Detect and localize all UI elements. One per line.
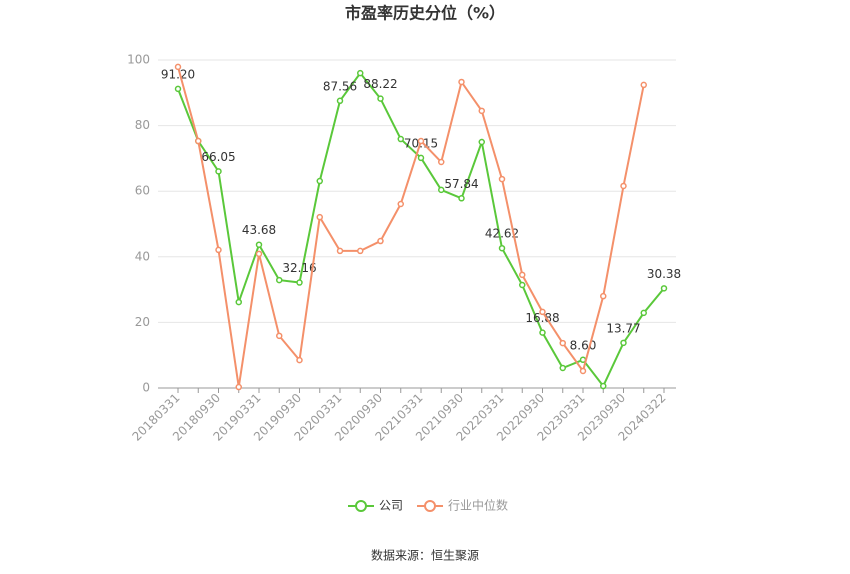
data-point [458, 195, 465, 202]
data-label: 32.16 [282, 261, 316, 275]
data-point [600, 382, 607, 390]
data-point [296, 356, 303, 364]
data-point [519, 281, 526, 289]
data-point [255, 250, 263, 258]
data-point [174, 63, 182, 71]
data-point [357, 247, 364, 255]
legend-label: 公司 [379, 499, 403, 513]
data-point [559, 339, 566, 347]
data-label: 13.77 [606, 321, 640, 335]
data-label: 87.56 [323, 79, 357, 93]
legend-label: 行业中位数 [448, 498, 508, 513]
source: 数据来源：恒生聚源 [371, 548, 479, 563]
data-point [357, 69, 364, 77]
data-point [316, 213, 323, 221]
data-point [377, 95, 384, 102]
y-tick-label: 20 [135, 315, 150, 329]
data-point [397, 135, 404, 143]
data-label: 57.84 [444, 177, 478, 191]
legend-item[interactable]: 行业中位数 [417, 498, 508, 513]
data-point [276, 276, 283, 284]
data-point [559, 364, 566, 372]
data-point [640, 309, 647, 317]
data-point [336, 247, 344, 255]
legend-item[interactable]: 公司 [348, 499, 403, 513]
data-point [620, 182, 627, 190]
data-point [276, 332, 283, 340]
data-point [417, 154, 425, 162]
data-point [498, 244, 506, 252]
chart-title: 市盈率历史分位（%） [345, 4, 505, 23]
data-point [255, 241, 263, 248]
data-label: 30.38 [647, 267, 681, 281]
data-label: 43.68 [242, 223, 276, 237]
data-point [397, 200, 404, 208]
data-point [478, 107, 485, 115]
data-point [640, 81, 647, 89]
y-tick-label: 40 [135, 249, 150, 263]
data-point [195, 137, 202, 145]
legend-marker [355, 500, 367, 512]
y-tick-label: 100 [127, 53, 150, 67]
data-point [519, 271, 526, 279]
data-label: 8.60 [570, 338, 597, 352]
data-label: 16.88 [525, 311, 559, 325]
data-label: 88.22 [363, 77, 397, 91]
data-point [316, 177, 323, 185]
data-point [498, 175, 506, 183]
data-point [600, 292, 607, 300]
data-point [235, 383, 242, 391]
y-tick-label: 60 [135, 184, 150, 198]
data-point [336, 97, 344, 105]
series-line [177, 66, 645, 388]
data-point [458, 78, 465, 86]
data-point [235, 298, 242, 306]
data-point [438, 186, 445, 194]
data-point [478, 138, 485, 146]
data-point [660, 285, 668, 292]
data-label: 66.05 [201, 150, 235, 164]
data-point [417, 137, 425, 145]
data-label: 91.20 [161, 67, 195, 81]
y-tick-label: 80 [135, 118, 150, 132]
legend-marker [424, 500, 437, 512]
data-point [377, 237, 384, 245]
data-point [296, 279, 303, 286]
data-point [215, 168, 222, 175]
data-point [215, 246, 222, 254]
data-point [620, 339, 627, 347]
data-point [174, 85, 182, 93]
data-label: 42.62 [485, 227, 519, 241]
data-point [539, 329, 546, 336]
y-tick-label: 0 [142, 381, 150, 395]
data-point [579, 367, 587, 375]
data-point [438, 158, 445, 166]
data-point [539, 308, 546, 316]
